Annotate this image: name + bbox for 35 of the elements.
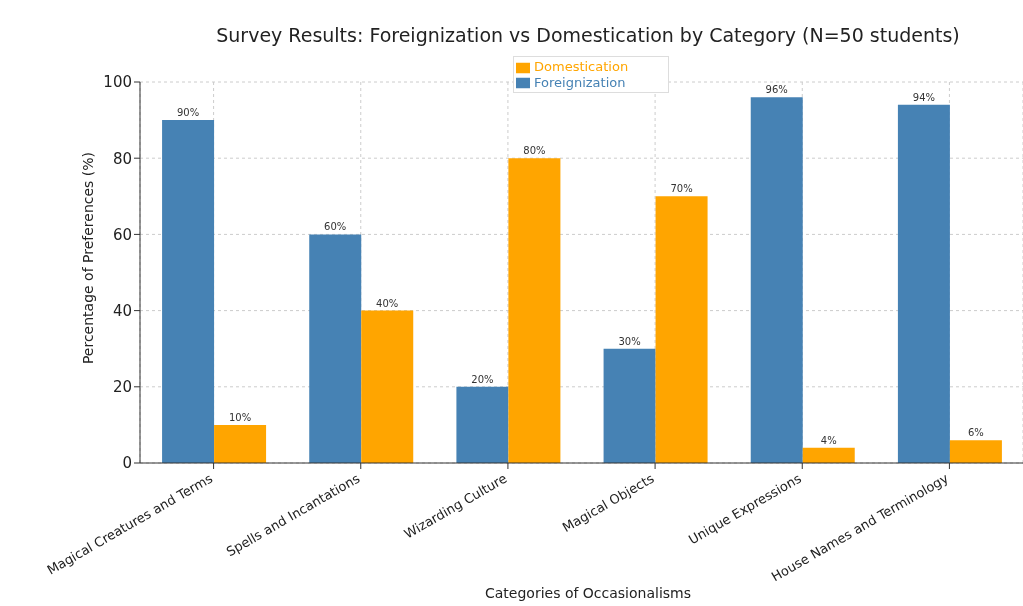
data-label: 96% (765, 84, 788, 96)
bar (603, 348, 656, 463)
y-axis-title: Percentage of Preferences (%) (80, 151, 96, 365)
data-label: 30% (618, 335, 641, 347)
y-tick-label: 100 (103, 73, 132, 92)
bar (802, 447, 855, 463)
bar (508, 158, 561, 463)
bar (655, 196, 708, 463)
bar (214, 424, 267, 463)
bar (361, 310, 414, 463)
data-label: 4% (820, 434, 837, 446)
legend-label: Foreignization (534, 74, 626, 90)
bar (456, 386, 509, 463)
data-label: 10% (228, 411, 252, 423)
legend-label: Domestication (534, 59, 629, 74)
data-label: 90% (176, 107, 200, 119)
data-label: 6% (967, 427, 984, 439)
bar (949, 440, 1002, 463)
data-label: 70% (670, 183, 693, 195)
bar (309, 234, 362, 463)
bar (750, 97, 803, 463)
y-tick-label: 60 (112, 225, 132, 244)
y-tick-label: 80 (112, 149, 132, 168)
y-tick-label: 0 (122, 454, 132, 473)
bar (897, 104, 950, 463)
chart-title: Survey Results: Foreignization vs Domestication by Category (N=50 students) (215, 24, 961, 46)
data-label: 60% (324, 221, 347, 233)
data-label: 94% (912, 91, 936, 103)
data-label: 40% (376, 297, 399, 309)
bar (162, 120, 215, 463)
y-tick-label: 20 (112, 378, 132, 397)
x-axis-title: Categories of Occasionalisms (483, 585, 693, 601)
data-label: 80% (523, 145, 546, 157)
data-label: 20% (471, 373, 494, 385)
y-tick-label: 40 (112, 301, 132, 320)
